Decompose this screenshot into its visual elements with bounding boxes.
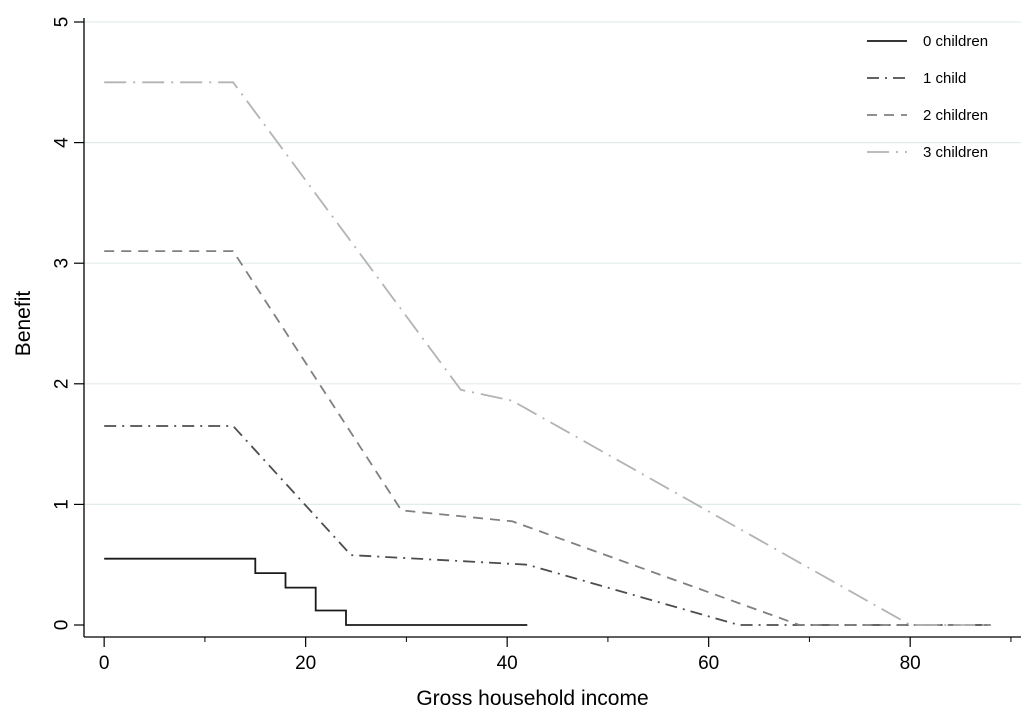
legend-label: 0 children <box>923 33 988 50</box>
x-tick-label: 80 <box>900 653 921 674</box>
y-tick-label: 0 <box>52 620 73 631</box>
x-tick-label: 20 <box>295 653 316 674</box>
legend-label: 1 child <box>923 70 966 87</box>
series-line-2-children <box>104 250 991 626</box>
y-tick-label: 4 <box>52 137 73 148</box>
y-tick-label: 5 <box>52 17 73 28</box>
legend-label: 3 children <box>923 144 988 161</box>
series-line-0-children <box>104 557 528 626</box>
legend: 0 children 1 child 2 children 3 children <box>867 33 988 161</box>
x-axis-ticks: 0 20 40 60 80 <box>99 637 1012 674</box>
x-tick-label: 40 <box>497 653 518 674</box>
x-axis-title: Gross household income <box>416 687 648 710</box>
x-tick-label: 0 <box>99 653 110 674</box>
series-lines <box>104 81 991 626</box>
series-line-3-children <box>104 81 991 626</box>
series-line-1-child <box>104 425 991 626</box>
legend-label: 2 children <box>923 107 988 124</box>
y-tick-label: 2 <box>52 379 73 390</box>
gridlines <box>84 21 1021 505</box>
y-tick-label: 3 <box>52 258 73 269</box>
y-axis-title: Benefit <box>12 291 35 357</box>
y-tick-label: 1 <box>52 499 73 510</box>
x-tick-label: 60 <box>698 653 719 674</box>
y-axis-ticks: 0 1 2 3 4 5 <box>52 17 84 631</box>
